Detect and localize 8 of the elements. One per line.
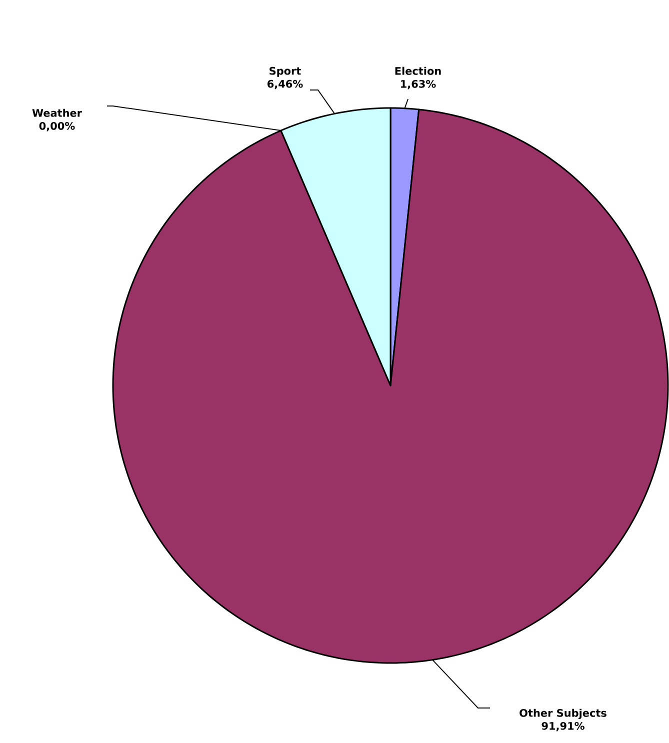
text: 0,00% xyxy=(39,122,75,132)
data-label: 6,46% xyxy=(268,80,303,90)
data-label: 91,91% xyxy=(542,722,584,732)
slice-label: Other Subjects xyxy=(520,708,606,720)
slice-label: Election xyxy=(395,66,441,75)
data-label: 1,63% xyxy=(401,80,436,90)
slice-label: Sport xyxy=(270,66,301,77)
category-label: Weather xyxy=(32,108,82,117)
